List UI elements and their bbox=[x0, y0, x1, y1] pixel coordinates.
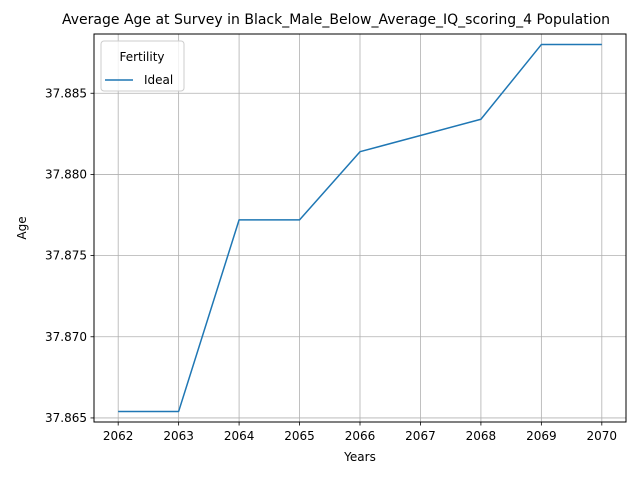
legend-box bbox=[100, 40, 185, 92]
chart-title: Average Age at Survey in Black_Male_Belo… bbox=[62, 12, 610, 28]
x-tick-label: 2065 bbox=[284, 429, 315, 443]
legend: Fertility Ideal bbox=[100, 40, 185, 92]
x-tick-label: 2070 bbox=[587, 429, 618, 443]
x-tick-label: 2066 bbox=[345, 429, 376, 443]
x-tick-label: 2063 bbox=[163, 429, 194, 443]
legend-entry-ideal: Ideal bbox=[144, 73, 173, 87]
x-tick-label: 2067 bbox=[405, 429, 436, 443]
grid bbox=[94, 34, 626, 422]
y-axis-label: Age bbox=[15, 216, 29, 239]
series-layer bbox=[118, 43, 602, 413]
y-tick-label: 37.880 bbox=[45, 167, 87, 181]
x-tick-label: 2064 bbox=[224, 429, 255, 443]
x-axis-label: Years bbox=[343, 450, 376, 464]
y-tick-label: 37.870 bbox=[45, 330, 87, 344]
x-axis: 2062 2063 2064 2065 2066 2067 2068 2069 2070 bbox=[103, 422, 617, 443]
x-tick-label: 2062 bbox=[103, 429, 134, 443]
y-tick-label: 37.865 bbox=[45, 411, 87, 425]
y-tick-label: 37.885 bbox=[45, 86, 87, 100]
legend-title: Fertility bbox=[119, 50, 164, 64]
x-tick-label: 2068 bbox=[466, 429, 497, 443]
y-axis: 37.865 37.870 37.875 37.880 37.885 bbox=[45, 86, 94, 425]
y-tick-label: 37.875 bbox=[45, 249, 87, 263]
x-tick-label: 2069 bbox=[526, 429, 557, 443]
